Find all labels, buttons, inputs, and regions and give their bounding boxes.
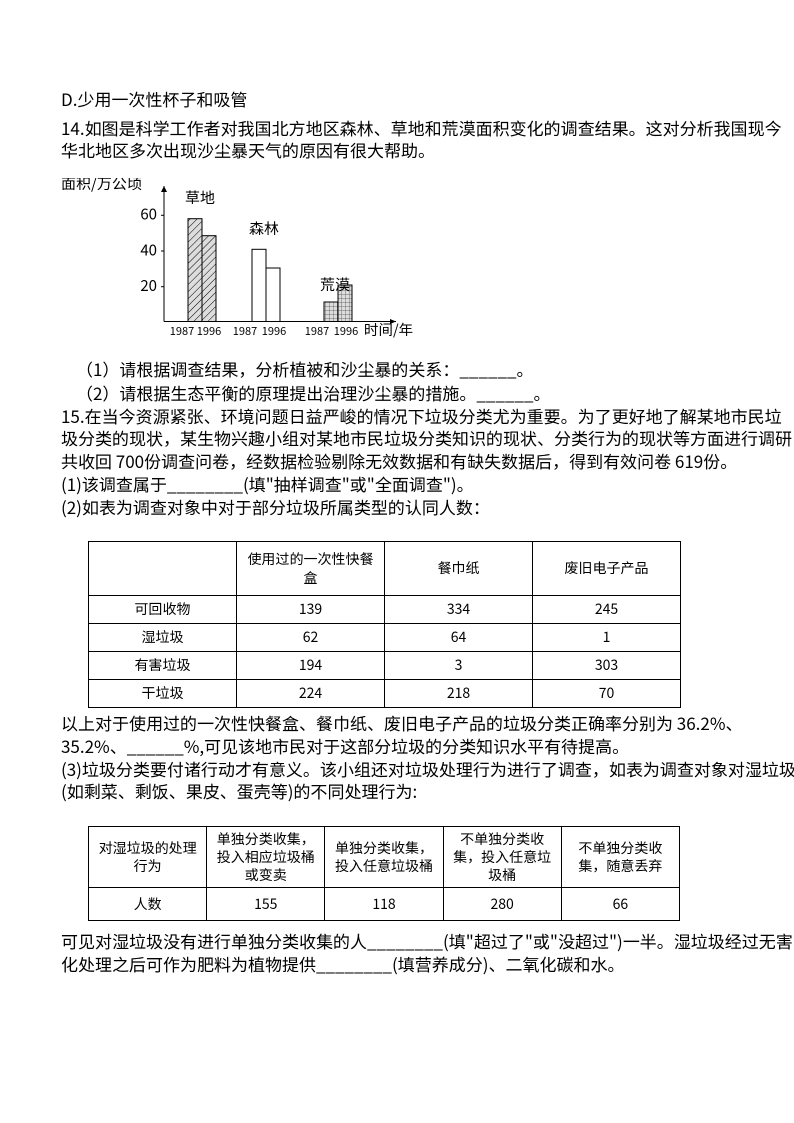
svg-text:面积/万公顷: 面积/万公顷 (61, 178, 142, 194)
svg-text:森林: 森林 (249, 218, 279, 239)
svg-text:40: 40 (140, 239, 157, 260)
svg-text:1987: 1987 (233, 323, 257, 339)
svg-text:荒漠: 荒漠 (320, 274, 350, 295)
svg-text:1996: 1996 (334, 323, 358, 339)
svg-text:20: 20 (140, 275, 157, 296)
svg-text:1996: 1996 (197, 323, 221, 339)
svg-text:1987: 1987 (305, 323, 329, 339)
svg-text:1987: 1987 (170, 323, 194, 339)
svg-text:草地: 草地 (185, 187, 215, 208)
svg-text:60: 60 (140, 204, 157, 225)
svg-text:1996: 1996 (262, 323, 286, 339)
svg-text:时间/年: 时间/年 (364, 319, 413, 340)
